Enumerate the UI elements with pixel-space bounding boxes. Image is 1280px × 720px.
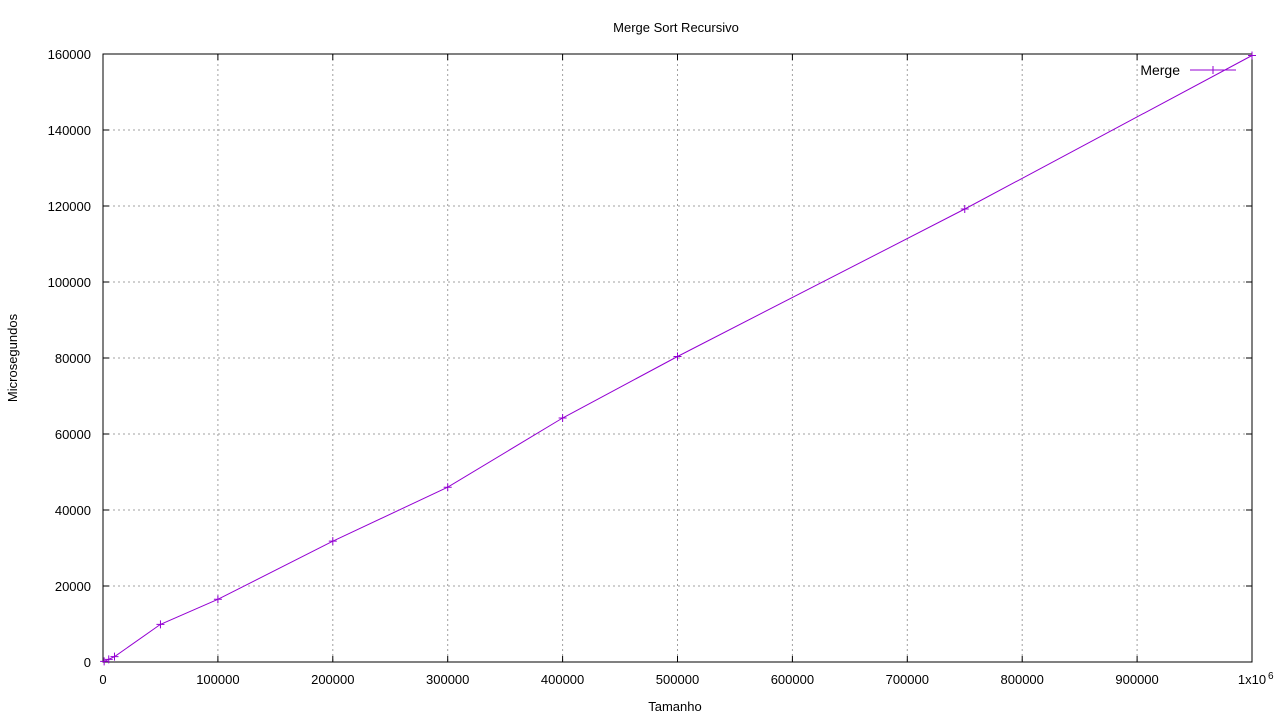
legend-label-merge: Merge bbox=[1140, 62, 1180, 78]
y-axis-tick-labels: 0 20000 40000 60000 80000 100000 120000 140000 1… bbox=[48, 47, 91, 670]
x-tick-label: 400000 bbox=[541, 672, 584, 687]
y-tick-label: 40000 bbox=[55, 503, 91, 518]
x-tick-label: 0 bbox=[99, 672, 106, 687]
x-tick-label: 200000 bbox=[311, 672, 354, 687]
y-axis-label: Microsegundos bbox=[5, 313, 20, 402]
x-tick-label: 100000 bbox=[196, 672, 239, 687]
data-point-marker bbox=[960, 205, 969, 214]
x-tick-label: 800000 bbox=[1001, 672, 1044, 687]
legend: Merge bbox=[1140, 62, 1236, 78]
data-point-marker bbox=[104, 655, 113, 664]
chart-title: Merge Sort Recursivo bbox=[613, 20, 739, 35]
y-tick-label: 80000 bbox=[55, 351, 91, 366]
data-point-marker bbox=[443, 483, 452, 492]
data-point-marker bbox=[558, 414, 567, 423]
x-tick-label: 900000 bbox=[1115, 672, 1158, 687]
x-axis-tick-labels: 0 100000 200000 300000 400000 500000 600000 700… bbox=[99, 671, 1274, 687]
x-tick-label: 600000 bbox=[771, 672, 814, 687]
y-tick-label: 20000 bbox=[55, 579, 91, 594]
data-point-marker bbox=[1248, 51, 1256, 60]
x-tick-label-exponent: 6 bbox=[1268, 671, 1274, 682]
data-point-marker bbox=[100, 657, 109, 666]
data-point-marker bbox=[673, 352, 682, 361]
series bbox=[100, 51, 1256, 666]
grid bbox=[103, 54, 1252, 662]
x-tick-label: 1x10 bbox=[1238, 672, 1266, 687]
x-tick-label: 500000 bbox=[656, 672, 699, 687]
y-tick-label: 0 bbox=[84, 655, 91, 670]
data-point-marker bbox=[110, 652, 119, 661]
data-point-marker bbox=[213, 595, 222, 604]
x-tick-label: 300000 bbox=[426, 672, 469, 687]
legend-marker-merge bbox=[1209, 66, 1217, 74]
y-tick-label: 140000 bbox=[48, 123, 91, 138]
data-point-marker bbox=[328, 537, 337, 546]
data-point-marker bbox=[156, 620, 165, 629]
x-axis-label: Tamanho bbox=[648, 699, 701, 714]
y-tick-label: 60000 bbox=[55, 427, 91, 442]
tick-marks bbox=[102, 53, 1253, 663]
y-tick-label: 160000 bbox=[48, 47, 91, 62]
x-tick-label: 700000 bbox=[886, 672, 929, 687]
y-tick-label: 120000 bbox=[48, 199, 91, 214]
y-tick-label: 100000 bbox=[48, 275, 91, 290]
